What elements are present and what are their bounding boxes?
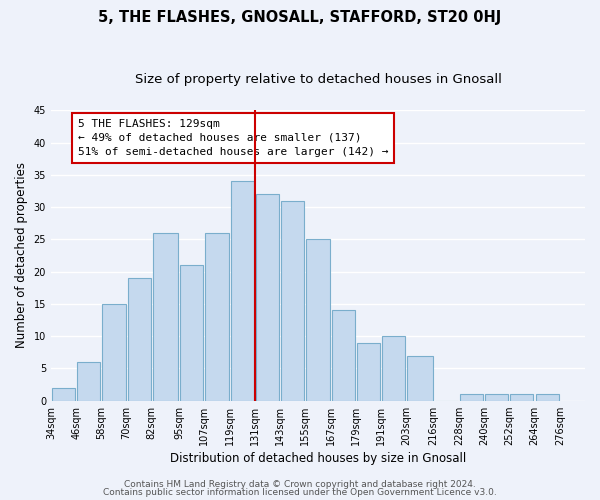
Bar (511, 394, 533, 400)
Bar (180, 265, 203, 400)
Bar (382, 336, 405, 400)
Bar (460, 394, 483, 400)
Bar (128, 278, 151, 400)
Bar (230, 182, 254, 400)
Text: 5 THE FLASHES: 129sqm
← 49% of detached houses are smaller (137)
51% of semi-det: 5 THE FLASHES: 129sqm ← 49% of detached … (77, 119, 388, 157)
Bar (536, 394, 559, 400)
Bar (77, 362, 100, 401)
Bar (407, 356, 433, 401)
Bar (153, 233, 178, 400)
Text: Contains public sector information licensed under the Open Government Licence v3: Contains public sector information licen… (103, 488, 497, 497)
Title: Size of property relative to detached houses in Gnosall: Size of property relative to detached ho… (134, 72, 502, 86)
Bar (357, 342, 380, 400)
Bar (256, 194, 279, 400)
Text: 5, THE FLASHES, GNOSALL, STAFFORD, ST20 0HJ: 5, THE FLASHES, GNOSALL, STAFFORD, ST20 … (98, 10, 502, 25)
Bar (52, 388, 75, 400)
Bar (307, 240, 329, 400)
Bar (103, 304, 125, 400)
Bar (485, 394, 508, 400)
Y-axis label: Number of detached properties: Number of detached properties (15, 162, 28, 348)
Bar (281, 200, 304, 400)
Text: Contains HM Land Registry data © Crown copyright and database right 2024.: Contains HM Land Registry data © Crown c… (124, 480, 476, 489)
X-axis label: Distribution of detached houses by size in Gnosall: Distribution of detached houses by size … (170, 452, 466, 465)
Bar (205, 233, 229, 400)
Bar (332, 310, 355, 400)
